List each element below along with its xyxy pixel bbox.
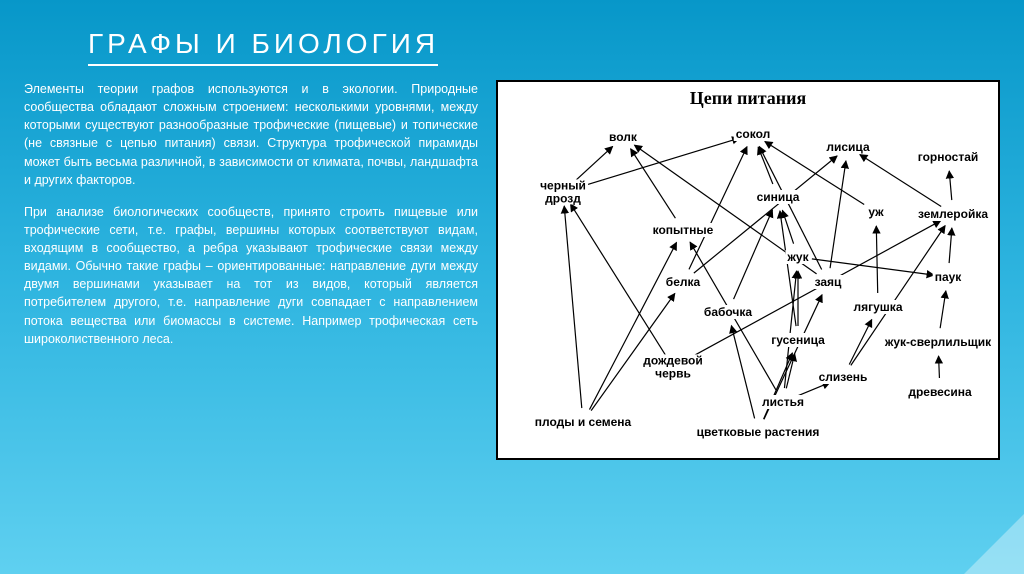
graph-edge [780, 211, 796, 326]
paragraph-2: При анализе биологических сообществ, при… [24, 203, 478, 348]
graph-edge [949, 171, 952, 200]
paragraph-1: Элементы теории графов используются и в … [24, 80, 478, 189]
graph-edge [734, 210, 773, 299]
graph-edge [589, 242, 676, 409]
graph-node-drevesina: древесина [906, 385, 973, 399]
graph-node-plody: плоды и семена [533, 415, 633, 429]
graph-node-kopytnye: копытные [651, 223, 716, 237]
graph-node-zemleroyka: землеройка [916, 207, 990, 221]
page-title: ГРАФЫ И БИОЛОГИЯ [88, 28, 1024, 60]
graph-node-gornostay: горностай [916, 150, 981, 164]
graph-node-lyagushka: лягушка [852, 300, 905, 314]
graph-node-babochka: бабочка [702, 305, 754, 319]
graph-edge [576, 138, 739, 188]
graph-edge [939, 356, 940, 378]
graph-node-tsvetk: цветковые растения [695, 425, 822, 439]
graph-edge [830, 161, 846, 268]
graph-node-zayats: заяц [813, 275, 844, 289]
graph-edge [782, 210, 793, 243]
graph-node-belka: белка [664, 275, 702, 289]
graph-edge [812, 259, 934, 275]
graph-edge [786, 354, 794, 389]
graph-node-listya: листья [760, 395, 806, 409]
graph-node-zhuk: жук [785, 250, 810, 264]
graph-edge [591, 293, 675, 410]
graph-edge [784, 271, 796, 388]
graph-edge [689, 147, 747, 270]
graph-edge [764, 353, 793, 419]
graph-node-drozd: черныйдрозд [538, 179, 588, 204]
graph-edge [849, 320, 871, 365]
graph-node-zhuksv: жук-сверлильщик [883, 335, 993, 349]
graph-node-uzh: уж [866, 205, 885, 219]
graph-node-volk: волк [607, 130, 639, 144]
graph-node-slizen: слизень [817, 370, 870, 384]
graph-node-sinitsa: синица [755, 190, 802, 204]
graph-edge [940, 291, 946, 328]
graph-edge [694, 156, 837, 273]
graph-edge [631, 149, 676, 218]
content-row: Элементы теории графов используются и в … [0, 66, 1024, 460]
graph-edge [758, 147, 773, 184]
graph-edge [564, 206, 582, 408]
graph-edge [573, 146, 612, 182]
diagram-title: Цепи питания [498, 88, 998, 109]
food-chain-diagram: Цепи питания волк сокол лисица горностай чер… [496, 80, 1000, 460]
graph-edge [876, 226, 877, 293]
graph-node-pauk: паук [933, 270, 964, 284]
graph-node-gusenitsa: гусеница [769, 333, 827, 347]
corner-decoration [964, 514, 1024, 574]
title-block: ГРАФЫ И БИОЛОГИЯ [0, 0, 1024, 66]
graph-edge [949, 228, 952, 263]
graph-node-sokol: сокол [734, 127, 773, 141]
text-column: Элементы теории графов используются и в … [24, 80, 478, 460]
graph-edge [731, 326, 754, 419]
graph-node-lisitsa: лисица [824, 140, 871, 154]
graph-node-cherv: дождевойчервь [641, 354, 705, 379]
